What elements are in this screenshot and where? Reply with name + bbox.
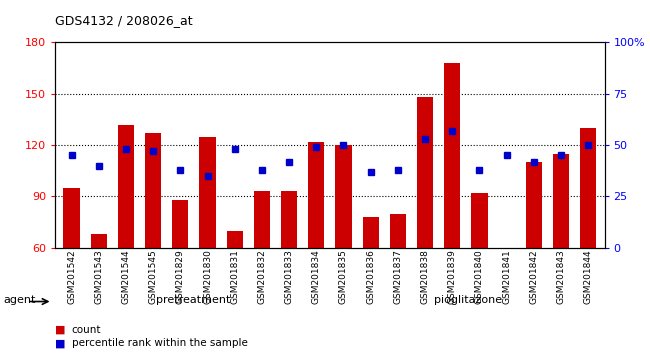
Bar xyxy=(580,128,596,248)
Text: GDS4132 / 208026_at: GDS4132 / 208026_at xyxy=(55,14,193,27)
Bar xyxy=(254,191,270,248)
Text: ■: ■ xyxy=(55,325,66,335)
Bar xyxy=(64,188,80,248)
Bar xyxy=(526,162,542,248)
Bar xyxy=(308,142,324,248)
Text: pioglitazone: pioglitazone xyxy=(434,295,502,305)
Bar xyxy=(390,213,406,248)
Bar xyxy=(90,234,107,248)
Bar xyxy=(172,200,188,248)
Bar xyxy=(553,154,569,248)
Bar xyxy=(417,97,433,248)
Text: pretreatment: pretreatment xyxy=(157,295,231,305)
Bar xyxy=(227,231,243,248)
Bar xyxy=(444,63,460,248)
Text: agent: agent xyxy=(3,295,36,305)
Bar xyxy=(145,133,161,248)
Text: count: count xyxy=(72,325,101,335)
Bar xyxy=(363,217,379,248)
Bar xyxy=(200,137,216,248)
Bar xyxy=(335,145,352,248)
Text: ■: ■ xyxy=(55,338,66,348)
Bar xyxy=(471,193,488,248)
Bar xyxy=(118,125,134,248)
Text: percentile rank within the sample: percentile rank within the sample xyxy=(72,338,248,348)
Bar xyxy=(281,191,297,248)
